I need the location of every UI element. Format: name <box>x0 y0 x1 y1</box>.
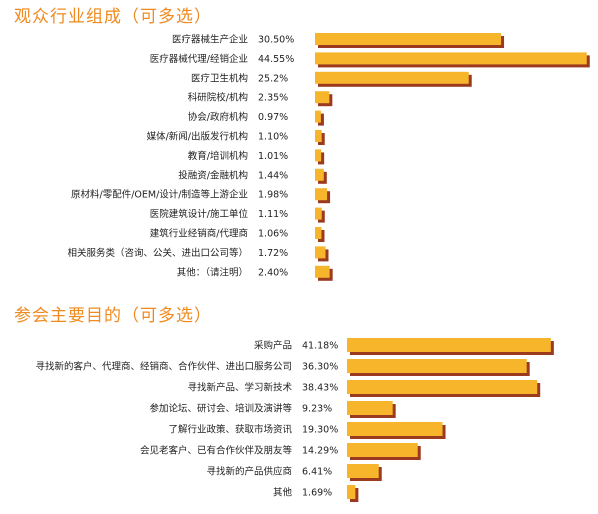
purpose-value-label: 38.43% <box>302 383 338 394</box>
purpose-bar-chart: 采购产品 41.18% 寻找新的客户、代理商、经销商、合作伙伴、进出口服务公司 36.… <box>35 338 554 502</box>
industry-bar <box>315 246 326 259</box>
industry-bar <box>315 188 328 201</box>
purpose-value-label: 36.30% <box>302 362 338 373</box>
industry-value-label: 1.72% <box>258 248 288 259</box>
purpose-value-label: 9.23% <box>302 404 332 415</box>
industry-bar <box>315 52 587 65</box>
industry-bar-shadow <box>318 113 324 126</box>
purpose-bar <box>347 464 379 478</box>
industry-value-label: 1.06% <box>258 229 288 240</box>
purpose-bar <box>347 422 443 436</box>
purpose-panel: 参会主要目的（可多选） <box>0 285 598 514</box>
industry-value-label: 1.44% <box>258 170 288 181</box>
industry-category-label: 教育/培训机构 <box>188 150 248 162</box>
industry-value-label: 44.55% <box>258 54 294 65</box>
industry-category-label: 投融资/金融机构 <box>178 169 248 181</box>
industry-category-label: 科研院校/机构 <box>188 92 248 104</box>
industry-category-label: 原材料/零配件/OEM/设计/制造等上游企业 <box>71 189 248 201</box>
purpose-bar <box>347 443 418 457</box>
purpose-value-label: 41.18% <box>302 341 338 352</box>
industry-value-label: 0.97% <box>258 112 288 123</box>
industry-value-label: 1.01% <box>258 151 288 162</box>
purpose-bar <box>347 338 551 352</box>
industry-bar <box>315 110 321 123</box>
industry-category-label: 医疗器械生产企业 <box>172 34 248 46</box>
purpose-bar <box>347 401 393 415</box>
industry-chart-title: 观众行业组成（可多选） <box>14 7 212 27</box>
industry-value-label: 2.40% <box>258 267 288 278</box>
industry-category-label: 媒体/新闻/出版发行机构 <box>147 131 248 143</box>
industry-value-label: 1.10% <box>258 132 288 143</box>
industry-category-label: 其他：（请注明） <box>177 266 248 278</box>
purpose-value-label: 19.30% <box>302 425 338 436</box>
industry-category-label: 建筑行业经销商/代理商 <box>150 228 248 240</box>
industry-category-label: 医疗器械代理/经销企业 <box>150 53 248 65</box>
industry-bar <box>315 91 330 104</box>
industry-category-label: 相关服务类（咨询、公关、进出口公司等） <box>67 247 248 259</box>
industry-value-label: 1.11% <box>258 209 288 220</box>
industry-bar <box>315 149 322 162</box>
industry-bar <box>315 33 502 45</box>
industry-value-label: 30.50% <box>258 35 294 46</box>
purpose-category-label: 寻找新的客户、代理商、经销商、合作伙伴、进出口服务公司 <box>35 361 292 373</box>
purpose-category-label: 会见老客户、已有合作伙伴及朋友等 <box>140 445 293 457</box>
industry-bar-chart: 医疗器械生产企业 30.50% 医疗器械代理/经销企业 44.55% 医疗卫生机构 25.… <box>67 33 590 281</box>
industry-bar <box>315 207 322 220</box>
industry-value-label: 1.98% <box>258 190 288 201</box>
industry-category-label: 医院建筑设计/施工单位 <box>150 208 249 220</box>
panel-divider <box>0 277 598 285</box>
industry-category-label: 协会/政府机构 <box>188 111 248 123</box>
purpose-category-label: 采购产品 <box>254 340 292 352</box>
purpose-value-label: 14.29% <box>302 446 338 457</box>
purpose-category-label: 寻找新的产品供应商 <box>206 466 292 478</box>
industry-bar <box>315 130 322 142</box>
purpose-bar <box>347 380 538 394</box>
industry-category-label: 医疗卫生机构 <box>191 72 248 84</box>
purpose-value-label: 1.69% <box>302 488 332 499</box>
purpose-category-label: 寻找新产品、学习新技术 <box>187 382 292 394</box>
industry-bar <box>315 265 330 278</box>
purpose-chart-title: 参会主要目的（可多选） <box>14 306 212 326</box>
purpose-bar <box>347 485 356 499</box>
industry-bar <box>315 227 322 239</box>
purpose-bar <box>347 359 527 373</box>
industry-bar <box>315 168 324 181</box>
purpose-category-label: 了解行业政策、获取市场资讯 <box>168 424 292 436</box>
industry-bar <box>315 71 469 84</box>
purpose-category-label: 其他 <box>273 487 293 499</box>
purpose-value-label: 6.41% <box>302 467 332 478</box>
industry-value-label: 2.35% <box>258 93 288 104</box>
purpose-category-label: 参加论坛、研讨会、培训及演讲等 <box>149 403 292 415</box>
industry-value-label: 25.2% <box>258 73 288 84</box>
